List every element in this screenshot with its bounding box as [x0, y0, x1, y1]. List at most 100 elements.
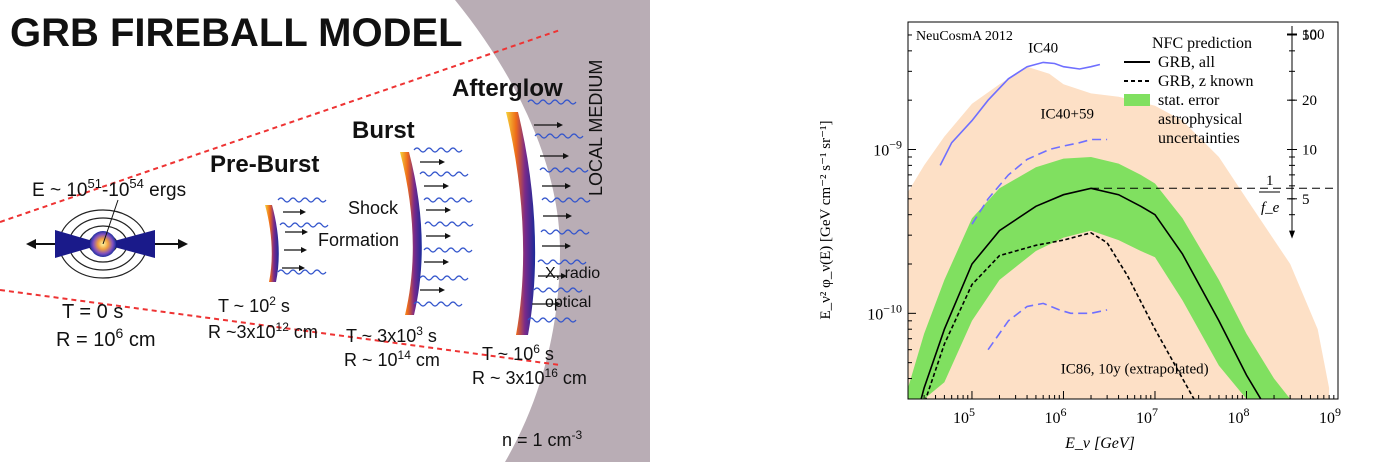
jet-left — [55, 230, 103, 258]
band-1 — [908, 157, 1291, 399]
t0-r-base: R = 10 — [56, 329, 115, 351]
wave-after-7 — [527, 317, 577, 323]
t1-r-base: R ~3x10 — [208, 322, 276, 342]
arrow-after-3-head — [566, 213, 572, 219]
wave-after-6 — [533, 287, 583, 293]
arrow-burst-3-head — [445, 233, 451, 239]
t0-r-exp: 6 — [115, 325, 123, 341]
wave-after-0 — [527, 99, 577, 105]
local-medium-label: LOCAL MEDIUM — [586, 60, 606, 196]
series-1 — [924, 231, 1195, 399]
t3-time: T ~ 106 s — [482, 342, 554, 364]
t2-time: T ~ 3x103 s — [346, 324, 437, 346]
jet-right — [103, 230, 155, 258]
energy-suffix: ergs — [144, 180, 186, 201]
right-tick-label-4: 5 — [1302, 192, 1310, 208]
wave-burst-2 — [423, 197, 473, 203]
t1-r-exp: 12 — [276, 320, 290, 334]
arrow-after-2-head — [565, 183, 571, 189]
arrow-pre-3-head — [299, 265, 305, 271]
x-tick-label-2: 107 — [1136, 405, 1158, 427]
arrowhead-left — [26, 239, 36, 249]
right-tick-label-1: 50 — [1302, 28, 1317, 44]
arrow-pre-0-head — [300, 209, 306, 215]
wave-burst-5 — [419, 275, 469, 281]
preburst-label: Pre-Burst — [210, 151, 319, 178]
diagram-title: GRB FIREBALL MODEL — [10, 11, 463, 55]
wave-pre-1 — [279, 222, 329, 228]
energy-prefix: E ~ 10 — [32, 180, 87, 201]
optical-label: optical — [545, 294, 591, 311]
legend-entry-grb-z: GRB, z known — [1158, 73, 1254, 90]
afterglow-label: Afterglow — [452, 75, 563, 102]
arrow-after-6-head — [555, 301, 561, 307]
wave-after-5 — [537, 259, 587, 265]
x-tick-label-3: 108 — [1227, 405, 1249, 427]
t0-time: T = 0 s — [62, 301, 123, 323]
arrow-after-5-head — [561, 273, 567, 279]
t3-r-unit: cm — [558, 368, 587, 388]
legend-swatch-stat — [1124, 94, 1150, 106]
arrow-after-4-head — [565, 243, 571, 249]
preburst-shell — [265, 205, 279, 282]
arrow-after-1-head — [563, 153, 569, 159]
t0-r-unit: cm — [123, 329, 155, 351]
fireball-diagram: GRB FIREBALL MODEL E ~ 1051-1054 ergs Pr… — [0, 0, 650, 462]
x-tick-label-1: 106 — [1044, 405, 1066, 427]
wave-after-4 — [540, 229, 590, 235]
arrow-burst-4-head — [443, 259, 449, 265]
series-0 — [920, 187, 1262, 399]
t3-r-base: R ~ 3x10 — [472, 368, 545, 388]
wave-burst-6 — [413, 301, 463, 307]
energy-pointer — [102, 199, 119, 245]
y-tick-label-1: 10−10 — [867, 301, 902, 323]
legend-entry-grb-all: GRB, all — [1158, 54, 1215, 71]
density-base: n = 1 cm — [502, 430, 572, 450]
series-label-1: IC40+59 — [1041, 106, 1094, 122]
legend-title: NFC prediction — [1152, 35, 1252, 52]
t3-t-exp: 6 — [533, 342, 540, 356]
right-axis-num: 1 — [1266, 173, 1274, 189]
wave-burst-1 — [419, 171, 469, 177]
arrow-burst-5-head — [439, 287, 445, 293]
outflow-arrows — [282, 122, 572, 307]
energy-label: E ~ 1051-1054 ergs — [32, 176, 186, 201]
t2-radius: R ~ 1014 cm — [344, 348, 440, 370]
arrow-after-0-head — [557, 122, 563, 128]
wave-burst-3 — [424, 221, 474, 227]
t3-t-unit: s — [540, 344, 554, 364]
wave-pre-0 — [277, 197, 327, 203]
right-tick-label-3: 10 — [1302, 142, 1317, 158]
energy-exp2: 54 — [129, 176, 143, 191]
y-axis-label: E_ν² φ_ν(E) [GeV cm⁻² s⁻¹ sr⁻¹] — [818, 120, 834, 319]
series-2 — [939, 61, 1101, 166]
shock-label-line2: Formation — [318, 230, 399, 250]
right-axis-label: 1 f_e — [1259, 173, 1280, 216]
t1-radius: R ~3x1012 cm — [208, 320, 318, 342]
legend-swatch-astro — [1124, 113, 1150, 125]
arrow-pre-2-head — [301, 247, 307, 253]
t1-t-unit: s — [276, 296, 290, 316]
wave-burst-4 — [423, 247, 473, 253]
wave-pre-2 — [277, 269, 327, 275]
density-label: n = 1 cm-3 — [502, 428, 583, 450]
t2-r-unit: cm — [411, 350, 440, 370]
t1-time: T ~ 102 s — [218, 294, 290, 316]
afterglow-shell — [506, 112, 536, 335]
t0-radius: R = 106 cm — [56, 325, 156, 351]
plot-frame — [907, 21, 1339, 400]
t1-r-unit: cm — [289, 322, 318, 342]
photon-waves — [277, 99, 591, 323]
xradio-label: X, radio — [545, 265, 600, 282]
cone-lower-line — [0, 289, 561, 366]
local-medium-region — [455, 0, 650, 462]
chart-annotation: NeuCosmA 2012 — [916, 29, 1013, 44]
t3-r-exp: 16 — [545, 366, 559, 380]
y-tick-label-0: 10−9 — [873, 137, 902, 159]
legend-entry-astro: astrophysical — [1158, 111, 1243, 128]
t2-t-base: T ~ 3x10 — [346, 326, 416, 346]
t2-t-exp: 3 — [416, 324, 423, 338]
t1-t-base: T ~ 10 — [218, 296, 269, 316]
t2-r-exp: 14 — [398, 348, 412, 362]
